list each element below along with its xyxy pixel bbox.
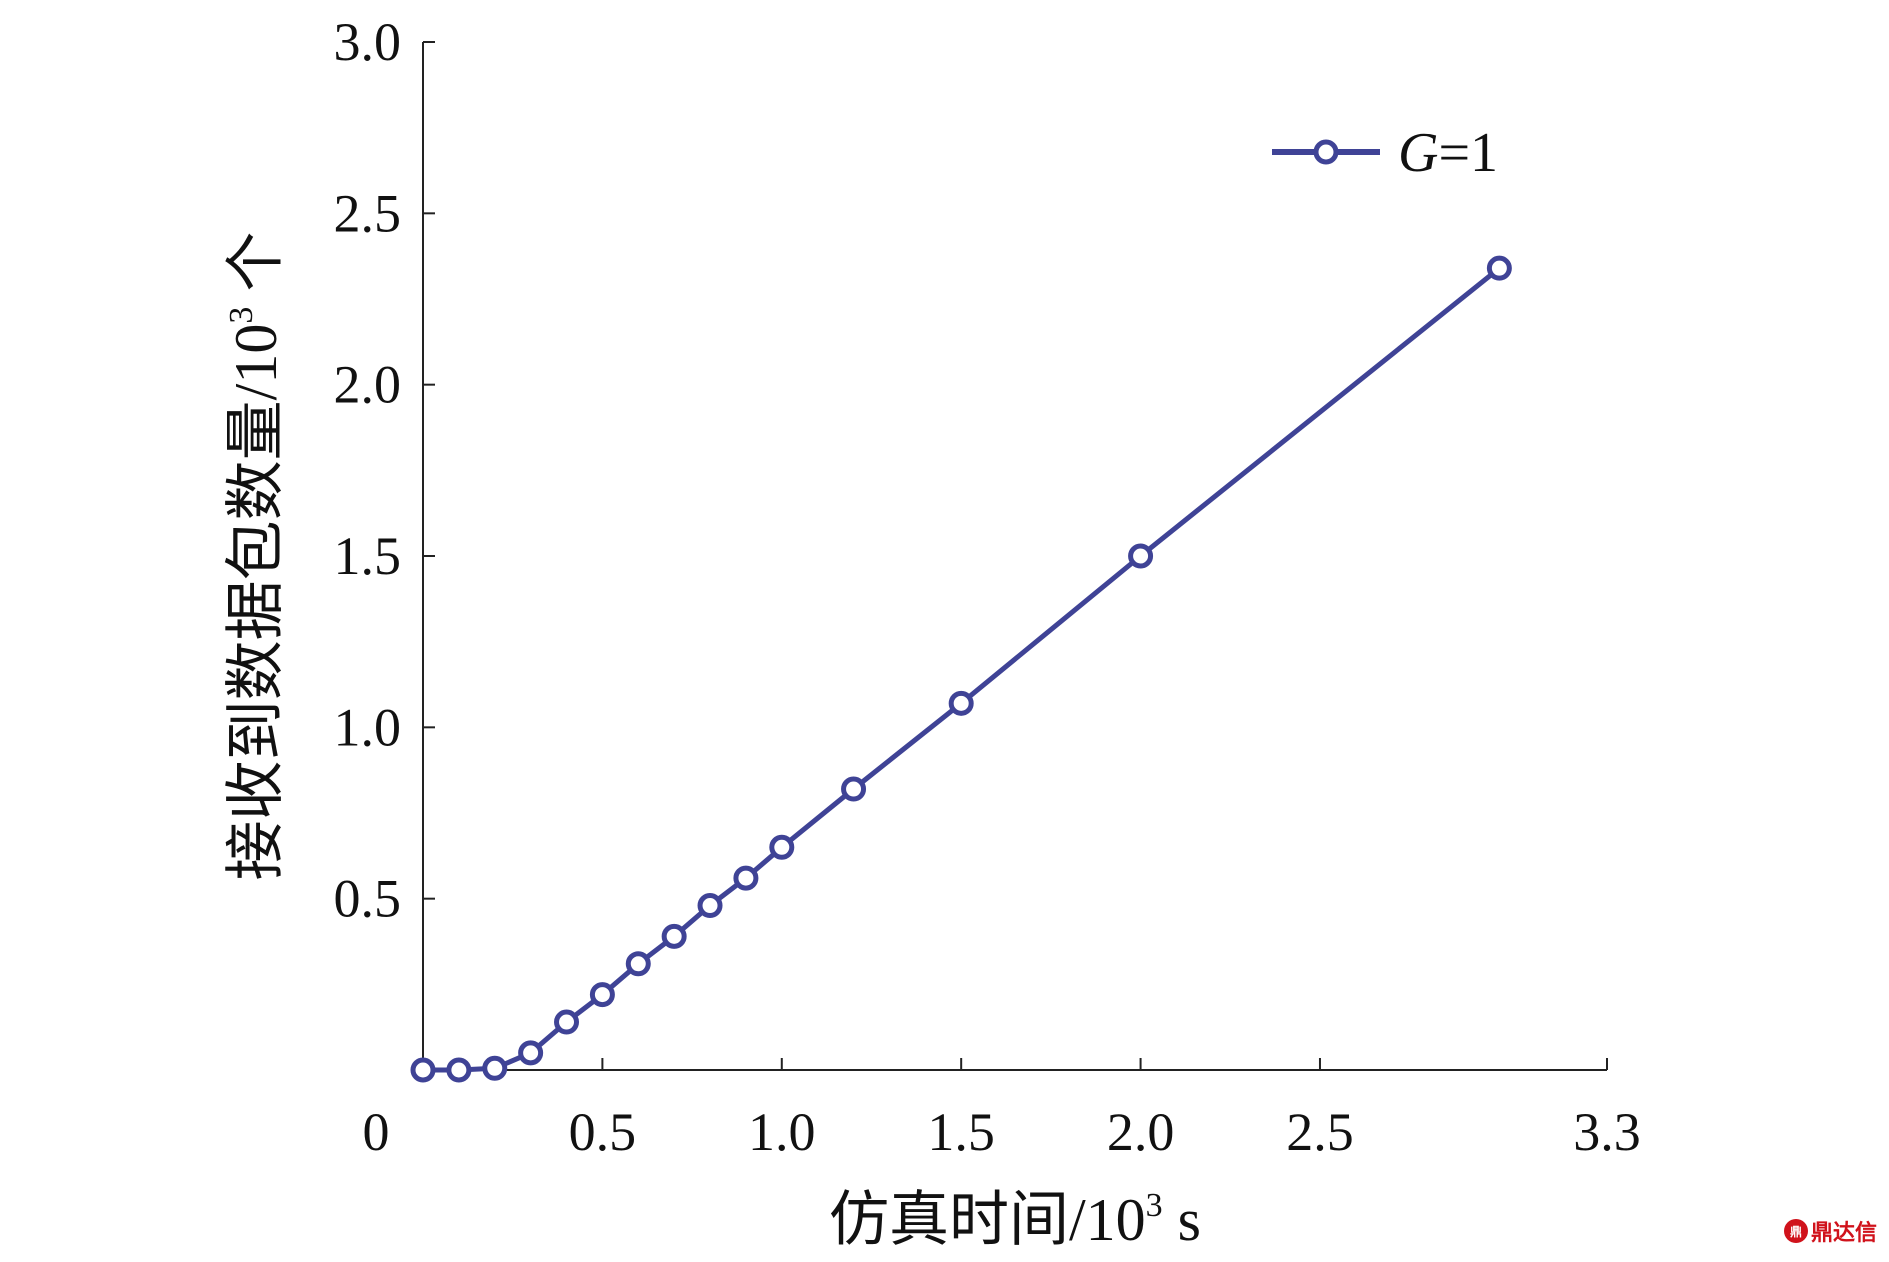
data-point — [769, 834, 795, 860]
y-tick-label: 2.5 — [334, 183, 402, 243]
watermark-text: 鼎达信 — [1810, 1221, 1877, 1246]
ticks: 0.5 1.0 1.5 2.0 2.5 3.0 0.5 1.0 1.5 2.0 2.5 3.3 0 — [334, 12, 1641, 1162]
data-point — [697, 893, 723, 919]
data-point — [410, 1057, 436, 1083]
series — [410, 255, 1512, 1083]
x-axis-title: 仿真时间/103 s — [829, 1187, 1201, 1253]
data-point — [625, 951, 651, 977]
data-point — [841, 776, 867, 802]
y-tick-label: 1.5 — [334, 526, 402, 586]
data-point — [446, 1057, 472, 1083]
x-tick-label: 2.5 — [1286, 1102, 1354, 1162]
data-point — [1128, 543, 1154, 569]
axes — [422, 42, 1607, 1071]
logo-icon: 鼎 — [1783, 1219, 1808, 1243]
x-tick-label: 0.5 — [569, 1102, 637, 1162]
x-tick-label: 1.0 — [748, 1102, 816, 1162]
data-point — [733, 865, 759, 891]
x-tick-label: 3.3 — [1573, 1102, 1641, 1162]
origin-label: 0 — [363, 1102, 390, 1162]
y-tick-label: 3.0 — [334, 12, 402, 72]
series-line — [423, 266, 1501, 1073]
x-tick-label: 2.0 — [1107, 1102, 1175, 1162]
legend-label: G=1 — [1398, 122, 1498, 184]
data-point — [589, 982, 615, 1008]
y-tick-label: 2.0 — [334, 355, 402, 415]
legend: G=1 — [1272, 122, 1498, 184]
data-point — [482, 1055, 508, 1081]
data-point — [948, 690, 974, 716]
x-tick-label: 1.5 — [927, 1102, 995, 1162]
y-axis-title: 接收到数据包数量/103 个 — [223, 232, 289, 881]
data-point — [554, 1009, 580, 1035]
data-point — [661, 923, 687, 949]
y-tick-label: 0.5 — [334, 869, 402, 929]
y-tick-label: 1.0 — [334, 697, 402, 757]
watermark: 鼎 鼎达信 — [1783, 1215, 1877, 1247]
legend-marker — [1313, 139, 1339, 165]
data-point — [518, 1040, 544, 1066]
axis-labels: 仿真时间/103 s 接收到数据包数量/103 个 — [223, 232, 1201, 1253]
data-point — [1486, 255, 1512, 281]
